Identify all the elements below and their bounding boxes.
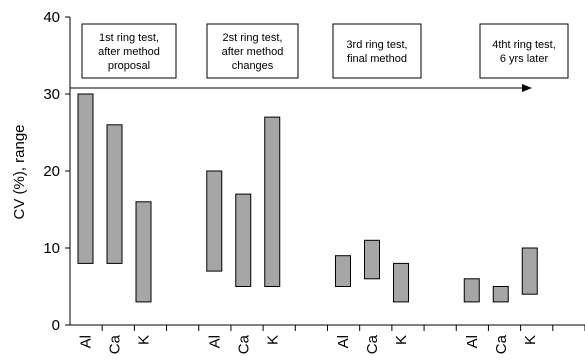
y-tick-label: 40 — [43, 9, 60, 26]
annotation-box — [479, 23, 569, 79]
range-bar — [492, 286, 509, 303]
annotation-text: after method — [98, 46, 160, 58]
annotation-text: proposal — [108, 60, 150, 72]
annotation-box — [206, 23, 299, 79]
annotation-text: 4tht ring test, — [492, 39, 556, 51]
category-label: K — [136, 335, 153, 345]
annotation-text: changes — [232, 60, 274, 72]
category-label: Al — [335, 335, 352, 348]
range-bar — [521, 247, 538, 295]
range-bar — [463, 278, 480, 303]
annotation-text: 1st ring test, — [99, 32, 159, 44]
category-label: Ca — [235, 334, 252, 354]
range-bar — [106, 124, 123, 264]
category-label: Ca — [493, 334, 510, 354]
range-bar — [135, 201, 152, 303]
category-label: Al — [206, 335, 223, 348]
annotation-text: 6 yrs later — [500, 53, 549, 65]
category-label: K — [264, 335, 281, 345]
y-tick-label: 20 — [43, 163, 60, 180]
range-bar — [235, 193, 252, 288]
timeline-arrow-head — [522, 84, 532, 92]
y-tick-label: 30 — [43, 86, 60, 103]
range-bar — [77, 93, 94, 264]
category-label: Ca — [107, 334, 124, 354]
annotation-text: final method — [347, 53, 407, 65]
plot-area: 0 10 20 30 40 1st ring test, after method propo… — [43, 9, 585, 354]
category-label: Ca — [364, 334, 381, 354]
range-bar — [364, 239, 380, 280]
category-label: Al — [464, 335, 481, 348]
annotation-box — [81, 23, 177, 79]
range-bar — [393, 262, 409, 303]
y-tick-label: 10 — [43, 240, 60, 257]
range-bar — [335, 255, 351, 287]
category-label: K — [522, 335, 539, 345]
category-label: Al — [78, 335, 95, 348]
category-label: K — [393, 335, 410, 345]
y-tick-label: 0 — [52, 317, 60, 334]
annotation-text: 3rd ring test, — [346, 39, 407, 51]
y-axis-label: CV (%), range — [11, 124, 28, 219]
annotation-box — [332, 23, 422, 79]
annotation-text: 2st ring test, — [223, 32, 283, 44]
range-bar — [264, 116, 281, 287]
annotation-text: after method — [222, 46, 284, 58]
range-bar — [206, 170, 223, 272]
